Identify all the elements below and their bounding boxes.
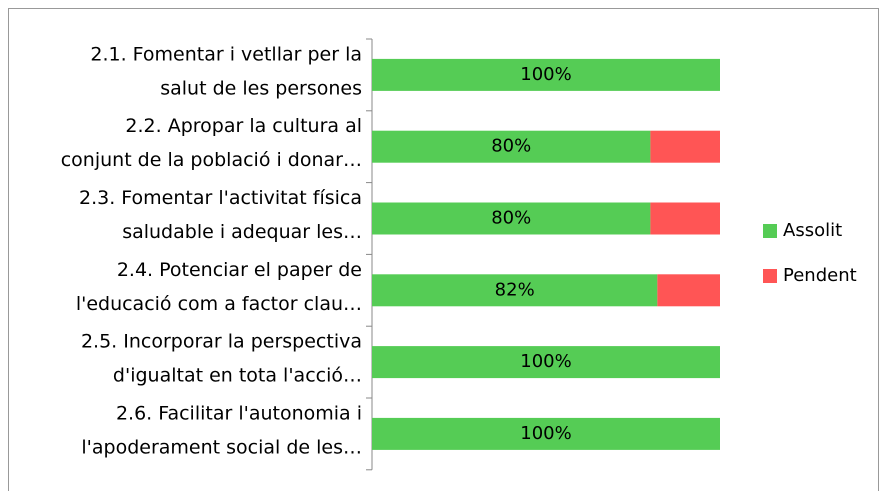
category-label: saludable i adequar les…	[122, 221, 362, 243]
data-label: 100%	[520, 351, 571, 372]
category-label: l'apoderament social de les…	[81, 436, 362, 458]
category-label: d'igualtat en tota l'acció…	[113, 365, 362, 387]
category-label: 2.1. Fomentar i vetllar per la	[90, 43, 362, 65]
legend-label: Assolit	[783, 220, 842, 241]
chart-border	[8, 8, 879, 491]
bar-segment	[650, 202, 720, 235]
bar-segment	[650, 130, 720, 163]
bar-segment	[372, 417, 720, 450]
data-label: 80%	[491, 136, 531, 157]
category-label: l'educació com a factor clau…	[76, 293, 362, 315]
data-label: 100%	[520, 64, 571, 85]
legend-swatch	[763, 224, 777, 238]
bar-segment	[372, 346, 720, 379]
bar-segment	[372, 58, 720, 91]
category-label: 2.4. Potenciar el paper de	[117, 259, 362, 281]
category-label: salut de les persones	[160, 77, 362, 99]
legend-label: Pendent	[783, 265, 857, 286]
category-label: 2.6. Facilitar l'autonomia i	[116, 402, 362, 424]
bar-segment	[372, 274, 658, 307]
data-label: 100%	[520, 423, 571, 444]
category-label: 2.3. Fomentar l'activitat física	[79, 187, 362, 209]
category-label: 2.5. Incorporar la perspectiva	[81, 331, 362, 353]
bar-segment	[657, 274, 720, 307]
category-label: 2.2. Apropar la cultura al	[125, 115, 362, 137]
bar-segment	[372, 130, 651, 163]
category-label: conjunt de la població i donar…	[61, 149, 362, 171]
legend-swatch	[763, 269, 777, 283]
data-label: 80%	[491, 208, 531, 229]
bar-segment	[372, 202, 651, 235]
data-label: 82%	[495, 279, 535, 300]
